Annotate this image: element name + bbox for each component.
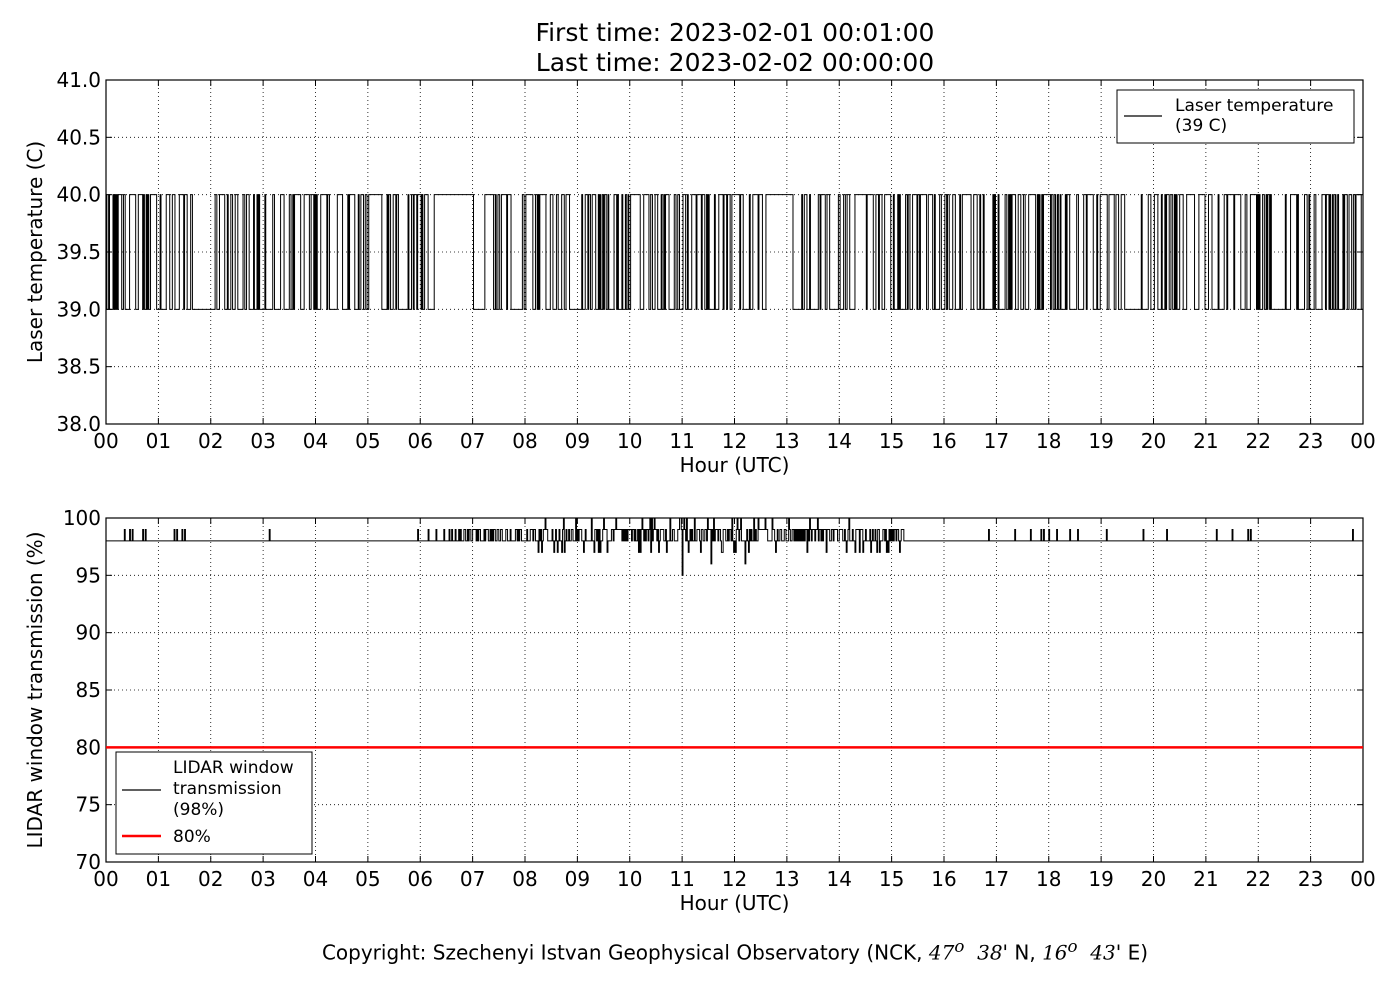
x-tick-label: 15: [879, 867, 904, 891]
x-tick-label: 13: [774, 429, 799, 453]
x-tick-label: 07: [460, 867, 485, 891]
copyright-prefix: Copyright: Szechenyi Istvan Geophysical …: [321, 940, 929, 965]
x-axis-label: Hour (UTC): [680, 453, 790, 477]
x-tick-label: 11: [669, 867, 694, 891]
copyright-footer: Copyright: Szechenyi Istvan Geophysical …: [0, 937, 1400, 965]
lat-suffix: ' N,: [1002, 940, 1043, 965]
y-axis-label: Laser temperature (C): [23, 141, 47, 363]
y-tick-label: 38.0: [56, 412, 101, 436]
y-tick-label: 95: [76, 563, 101, 587]
y-tick-label: 85: [76, 678, 101, 702]
x-tick-label: 06: [408, 867, 433, 891]
x-tick-label: 18: [1036, 429, 1061, 453]
x-tick-label: 02: [198, 429, 223, 453]
x-tick-label: 07: [460, 429, 485, 453]
x-tick-label: 04: [303, 429, 328, 453]
x-tick-label: 05: [355, 429, 380, 453]
x-tick-label: 17: [984, 867, 1009, 891]
legend-label-lidar-3: (98%): [173, 800, 224, 820]
x-tick-label: 13: [774, 867, 799, 891]
y-tick-label: 80: [76, 735, 101, 759]
lidar-transmission-panel: 00 01 02 03 04 05 06 07 08 09 10 11 12 13 14 15 16 17 18 19…: [23, 506, 1376, 915]
x-tick-label: 01: [146, 429, 171, 453]
x-tick-label: 09: [565, 867, 590, 891]
x-tick-label: 00: [1350, 867, 1375, 891]
legend-label-threshold: 80%: [173, 827, 211, 847]
lon-deg: 16: [1042, 940, 1068, 965]
x-tick-label: 12: [722, 429, 747, 453]
y-axis-label: LIDAR window transmission (%): [23, 532, 47, 849]
x-tick-label: 15: [879, 429, 904, 453]
x-tick-label: 01: [146, 867, 171, 891]
x-tick-label: 21: [1193, 429, 1218, 453]
x-tick-label: 06: [408, 429, 433, 453]
x-tick-label: 20: [1141, 867, 1166, 891]
x-tick-label: 22: [1246, 867, 1271, 891]
lon-suffix: ' E): [1115, 940, 1149, 965]
lat-deg: 47: [928, 940, 955, 965]
lat-sup: o: [954, 937, 965, 956]
x-tick-label: 02: [198, 867, 223, 891]
x-tick-label: 08: [512, 867, 537, 891]
y-tick-label: 38.5: [56, 355, 101, 379]
y-tick-label: 40.0: [56, 183, 101, 207]
y-tick-label: 40.5: [56, 125, 101, 149]
x-tick-label: 00: [1350, 429, 1375, 453]
x-tick-label: 00: [93, 429, 118, 453]
x-tick-label: 05: [355, 867, 380, 891]
series-lidar-transmission: [106, 518, 1363, 576]
y-tick-label: 75: [76, 793, 101, 817]
plot-frame: [105, 517, 1364, 863]
x-tick-label: 23: [1298, 429, 1323, 453]
y-tick-label: 70: [76, 850, 101, 874]
series-laser-temperature: [106, 194, 1363, 310]
lon-min: 43: [1090, 940, 1116, 965]
x-tick-label: 20: [1141, 429, 1166, 453]
x-tick-label: 17: [984, 429, 1009, 453]
x-tick-label: 21: [1193, 867, 1218, 891]
x-tick-label: 14: [827, 429, 852, 453]
x-tick-label: 16: [931, 429, 956, 453]
x-tick-label: 12: [722, 867, 747, 891]
x-tick-label: 03: [250, 429, 275, 453]
y-tick-label: 41.0: [56, 68, 101, 92]
y-tick-label: 90: [76, 621, 101, 645]
x-tick-label: 16: [931, 867, 956, 891]
y-tick-label: 39.5: [56, 240, 101, 264]
legend-label-laser-1: Laser temperature: [1175, 96, 1333, 116]
y-tick-label: 39.0: [56, 297, 101, 321]
x-tick-label: 23: [1298, 867, 1323, 891]
x-axis-label: Hour (UTC): [680, 891, 790, 915]
x-tick-label: 00: [93, 867, 118, 891]
x-tick-label: 10: [617, 429, 642, 453]
last-time-title: Last time: 2023-02-02 00:00:00: [535, 48, 935, 77]
first-time-title: First time: 2023-02-01 00:01:00: [535, 18, 935, 47]
x-tick-label: 03: [250, 867, 275, 891]
plot-frame: [105, 79, 1364, 425]
x-tick-label: 19: [1088, 429, 1113, 453]
laser-temperature-panel: 00 01 02 03 04 05 06 07 08 09 10 11 12 13 14 15 16 17 18 19…: [23, 68, 1376, 477]
x-tick-label: 04: [303, 867, 328, 891]
x-tick-label: 22: [1246, 429, 1271, 453]
x-tick-label: 19: [1088, 867, 1113, 891]
x-tick-label: 08: [512, 429, 537, 453]
x-tick-label: 11: [669, 429, 694, 453]
x-tick-label: 09: [565, 429, 590, 453]
legend-label-laser-2: (39 C): [1175, 116, 1227, 136]
legend-label-lidar-2: transmission: [173, 779, 282, 799]
x-tick-label: 18: [1036, 867, 1061, 891]
y-tick-label: 100: [63, 506, 101, 530]
lat-min: 38: [977, 940, 1003, 965]
legend-label-lidar-1: LIDAR window: [173, 758, 294, 778]
lon-sup: o: [1067, 937, 1078, 956]
x-tick-label: 10: [617, 867, 642, 891]
x-tick-label: 14: [827, 867, 852, 891]
